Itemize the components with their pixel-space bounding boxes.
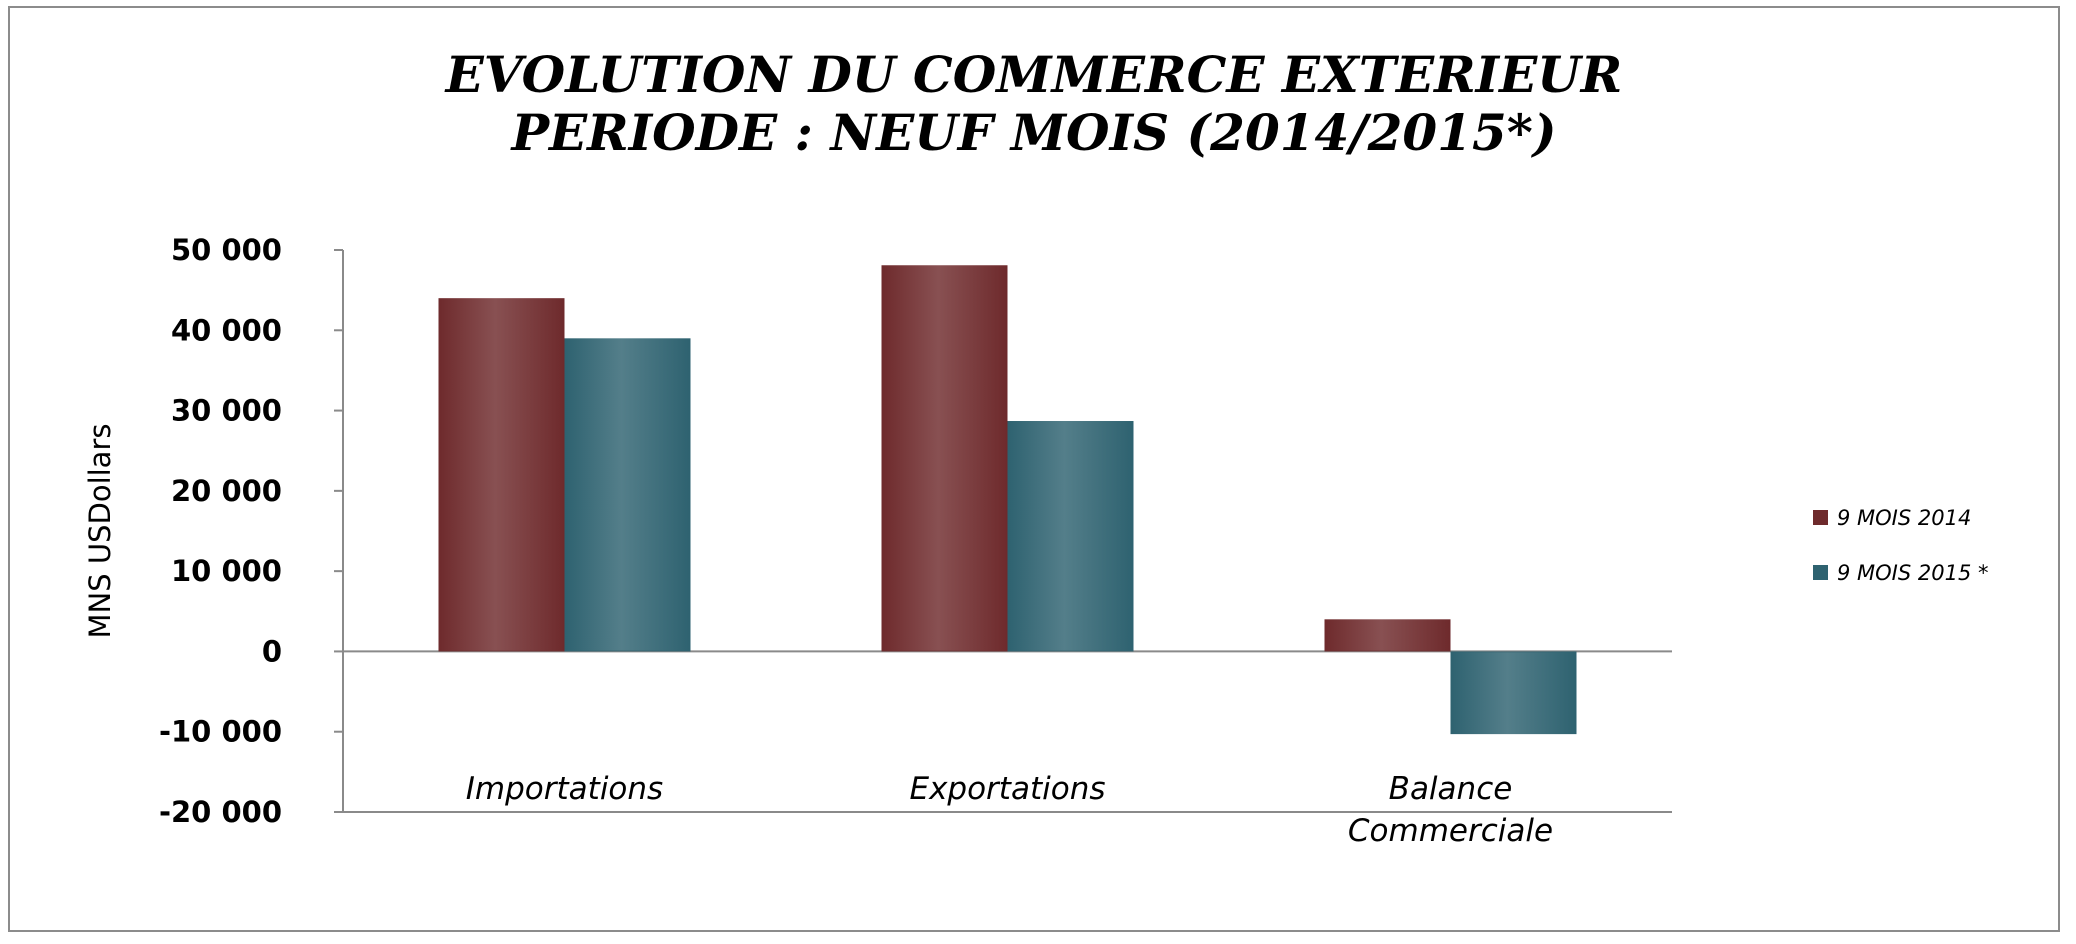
y-tick-label: 10 000 [171,554,282,588]
chart-bars [438,265,1577,735]
bar [881,265,1008,652]
bar [1450,651,1577,735]
y-tick-label: 20 000 [171,474,282,508]
y-tick-label: 0 [262,634,282,668]
chart-title-line-2: PERIODE : NEUF MOIS (2014/2015*) [511,103,1557,162]
bar [564,338,691,652]
bar [438,298,565,652]
legend-swatch [1813,510,1828,525]
x-category-label: Importations [466,771,663,807]
chart-title: EVOLUTION DU COMMERCE EXTERIEUR PERIODE … [10,46,2058,162]
legend-swatch [1813,565,1828,580]
legend-label: 9 MOIS 2014 [1837,506,1971,530]
x-category-label: Commerciale [1348,813,1553,849]
legend-label: 9 MOIS 2015 * [1837,561,1989,585]
y-tick-label: -10 000 [159,715,282,749]
x-category-label: Balance [1389,771,1513,807]
y-tick-label: -20 000 [159,795,282,829]
chart-labels: Importations Exportations Balance Commercia… [466,771,1553,849]
y-axis-title: MNS USDollars [83,424,117,639]
bar [1007,421,1134,652]
bar [1324,619,1451,652]
chart-frame: EVOLUTION DU COMMERCE EXTERIEUR PERIODE … [8,6,2060,932]
y-tick-label: 50 000 [171,233,282,267]
chart-title-line-1: EVOLUTION DU COMMERCE EXTERIEUR [445,45,1623,104]
y-tick-label: 40 000 [171,313,282,347]
chart-legend: 9 MOIS 2014 9 MOIS 2015 * [1813,506,1989,585]
y-tick-label: 30 000 [171,394,282,428]
x-category-label: Exportations [909,771,1105,807]
chart-axes: 50 000 40 000 30 000 20 000 10 000 0 -10 000 -2… [83,233,1672,829]
